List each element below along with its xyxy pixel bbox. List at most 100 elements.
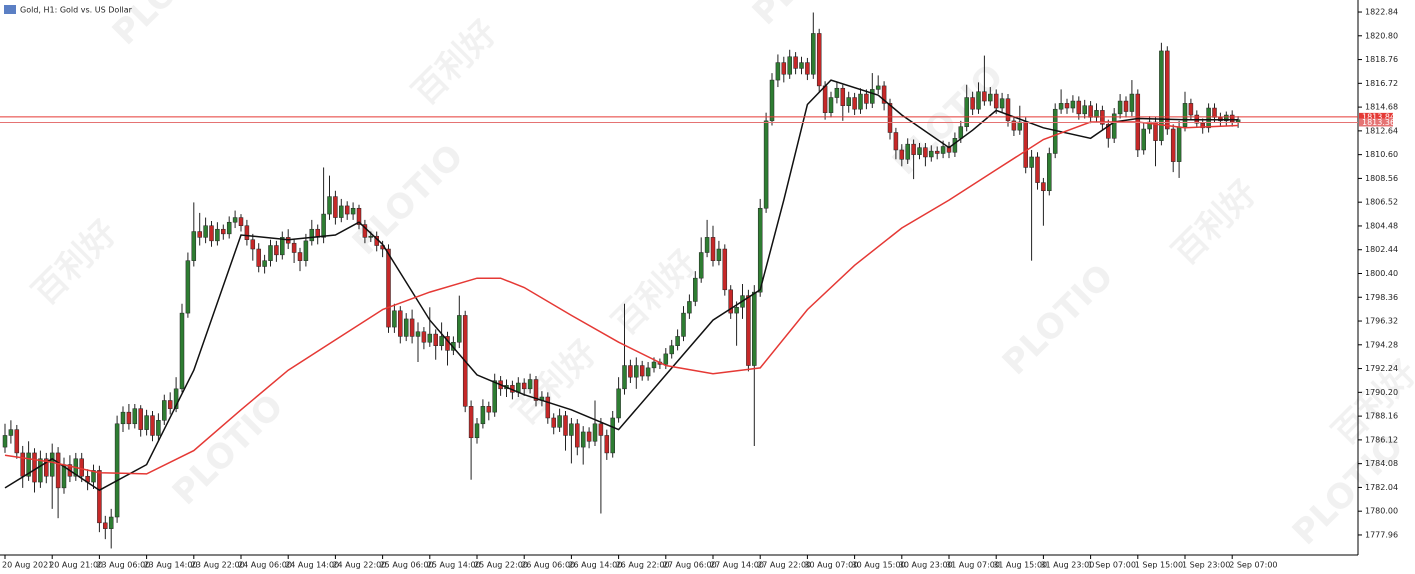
candle-body — [468, 406, 474, 439]
x-tick-label: 26 Aug 14:00 — [568, 561, 622, 570]
candle-body — [1165, 50, 1170, 130]
candle-body — [103, 522, 108, 529]
y-tick-label: 1820.80 — [1365, 31, 1398, 40]
candle-body — [1082, 105, 1087, 115]
candle-body — [846, 97, 851, 106]
candle-body — [392, 310, 397, 328]
candle-body — [828, 97, 834, 113]
candle-body — [26, 452, 31, 477]
candle-body — [769, 79, 775, 122]
y-tick-label: 1806.52 — [1365, 198, 1398, 207]
x-tick-label: 30 Aug 15:00 — [852, 561, 906, 570]
candle-body — [592, 423, 598, 442]
candle-body — [575, 423, 580, 448]
candle-body — [191, 231, 197, 261]
candle-body — [533, 379, 539, 401]
candle-body — [634, 365, 639, 378]
candle-body — [775, 62, 781, 81]
y-tick-label: 1786.12 — [1365, 435, 1398, 444]
candle-body — [988, 93, 993, 102]
price-tag-label: 1813.84 — [1362, 112, 1395, 121]
candle-body — [1111, 113, 1117, 139]
x-tick-label: 23 Aug 14:00 — [144, 561, 198, 570]
candle-body — [309, 228, 315, 242]
candle-body — [268, 245, 273, 261]
candle-body — [238, 217, 244, 226]
candle-body — [403, 318, 409, 337]
candle-body — [893, 132, 899, 151]
candle-body — [244, 225, 250, 240]
candle-body — [799, 62, 804, 69]
candle-body — [952, 138, 958, 153]
candle-body — [982, 91, 987, 102]
candle-body — [1206, 107, 1211, 129]
chart-title: Gold, H1: Gold vs. US Dollar — [20, 6, 133, 15]
candle-body — [167, 400, 173, 409]
candle-body — [698, 252, 704, 279]
candle-body — [840, 87, 846, 106]
candle-body — [604, 435, 610, 454]
candle-body — [138, 408, 143, 430]
candle-body — [215, 228, 220, 242]
candle-body — [2, 435, 8, 448]
y-tick-label: 1812.64 — [1365, 126, 1398, 135]
candle-body — [1005, 98, 1011, 122]
x-tick-label: 31 Aug 15:00 — [993, 561, 1047, 570]
x-tick-label: 24 Aug 22:00 — [332, 561, 386, 570]
candle-body — [114, 423, 120, 518]
x-tick-label: 27 Aug 14:00 — [710, 561, 764, 570]
candle-body — [580, 431, 586, 448]
candle-body — [1047, 153, 1052, 192]
candle-body — [344, 205, 350, 215]
y-tick-label: 1792.24 — [1365, 364, 1398, 373]
candle-body — [704, 237, 710, 253]
x-tick-label: 30 Aug 23:00 — [899, 561, 953, 570]
y-tick-label: 1782.04 — [1365, 483, 1398, 492]
candle-body — [221, 228, 226, 235]
candle-body — [858, 93, 863, 110]
candle-body — [1035, 156, 1040, 183]
x-tick-label: 26 Aug 06:00 — [521, 561, 575, 570]
y-tick-label: 1822.84 — [1365, 8, 1398, 17]
y-tick-label: 1794.28 — [1365, 340, 1398, 349]
candle-body — [386, 248, 391, 328]
candle-body — [911, 143, 916, 155]
candle-body — [875, 85, 881, 90]
candle-body — [940, 146, 946, 154]
candle-body — [156, 420, 161, 436]
candle-body — [439, 336, 444, 346]
candle-body — [368, 235, 374, 238]
candle-body — [734, 307, 739, 314]
candle-body — [946, 146, 952, 153]
candle-body — [905, 143, 910, 160]
candle-body — [232, 217, 238, 223]
candle-body — [864, 93, 869, 104]
x-tick-label: 1 Sep 15:00 — [1135, 561, 1183, 570]
symbol-icon — [4, 5, 16, 14]
candle-body — [91, 470, 96, 483]
candle-body — [834, 87, 840, 98]
candle-body — [97, 470, 102, 524]
candle-body — [1076, 100, 1082, 115]
candle-body — [20, 452, 25, 477]
candle-body — [610, 417, 615, 454]
candle-body — [964, 97, 969, 127]
x-tick-label: 25 Aug 14:00 — [427, 561, 481, 570]
candle-body — [993, 93, 999, 109]
candle-body — [1041, 182, 1046, 192]
y-tick-label: 1818.76 — [1365, 55, 1398, 64]
y-tick-label: 1788.16 — [1365, 412, 1398, 421]
candle-body — [14, 429, 20, 454]
candle-body — [1011, 120, 1017, 131]
candle-body — [49, 452, 55, 477]
candle-body — [710, 237, 716, 261]
candle-body — [958, 126, 964, 139]
candle-body — [492, 380, 497, 413]
candle-body — [8, 429, 14, 436]
candle-body — [1117, 100, 1123, 115]
candle-body — [1029, 156, 1034, 168]
candle-body — [480, 406, 486, 425]
y-tick-label: 1800.40 — [1365, 269, 1398, 278]
candle-body — [486, 406, 492, 413]
